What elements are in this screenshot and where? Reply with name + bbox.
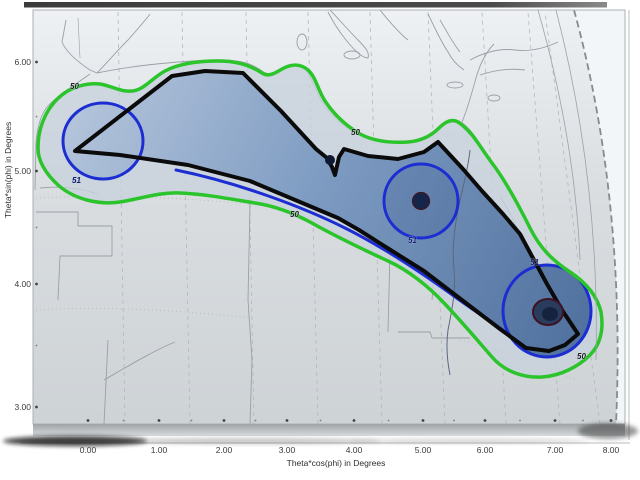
gain-peak-central <box>411 191 431 211</box>
x-axis-ticks <box>86 419 613 422</box>
service-area-polygon <box>73 69 580 353</box>
contour-label-51: 51 <box>408 236 417 245</box>
y-axis-tick-labels: 6.00 5.00 4.00 3.00 <box>14 57 31 412</box>
graticule-meridians <box>117 11 601 424</box>
gain-peak-east-inner <box>542 307 558 321</box>
contour-label-50: 50 <box>351 128 360 137</box>
gain-peaks <box>325 155 564 326</box>
x-tick-label: 7.00 <box>547 445 564 455</box>
y-tick-label: 5.00 <box>14 166 31 176</box>
contour-label-50: 50 <box>70 82 79 91</box>
x-tick-label: 6.00 <box>477 445 494 455</box>
x-tick-label: 2.00 <box>216 445 233 455</box>
globe-limb-line <box>573 10 619 424</box>
gain-peak-notch <box>325 155 335 165</box>
x-tick-label: 5.00 <box>415 445 432 455</box>
drop-shadows <box>3 423 638 446</box>
contour-label-50: 50 <box>577 352 586 361</box>
x-tick-label: 4.00 <box>346 445 363 455</box>
x-tick-label: 8.00 <box>603 445 620 455</box>
y-tick-label: 3.00 <box>14 402 31 412</box>
y-axis-title: Theta*sin(phi) in Degrees <box>3 122 13 218</box>
x-tick-label: 3.00 <box>279 445 296 455</box>
x-tick-label: 0.00 <box>80 445 97 455</box>
contour-label-51: 51 <box>530 258 539 267</box>
beyond-globe-limb <box>574 10 625 424</box>
limb-parallel-line <box>537 10 597 361</box>
contour-label-51: 51 <box>72 176 81 185</box>
contour-label-50: 50 <box>290 210 299 219</box>
x-axis-title: Theta*cos(phi) in Degrees <box>287 458 386 468</box>
x-axis-tick-labels: 0.00 1.00 2.00 3.00 4.00 5.00 6.00 7.00 … <box>80 445 620 455</box>
y-axis-ticks <box>35 60 38 409</box>
x-tick-label: 1.00 <box>151 445 168 455</box>
contour-level-labels: 50 50 50 50 51 51 51 <box>70 82 587 362</box>
contour-51 <box>61 101 593 359</box>
nile-river-line <box>446 149 471 376</box>
y-tick-label: 6.00 <box>14 57 31 67</box>
frame-bottom-bevel <box>33 424 625 436</box>
window-top-edge-bar <box>24 2 607 8</box>
contour-50 <box>36 59 604 379</box>
y-tick-label: 4.00 <box>14 279 31 289</box>
